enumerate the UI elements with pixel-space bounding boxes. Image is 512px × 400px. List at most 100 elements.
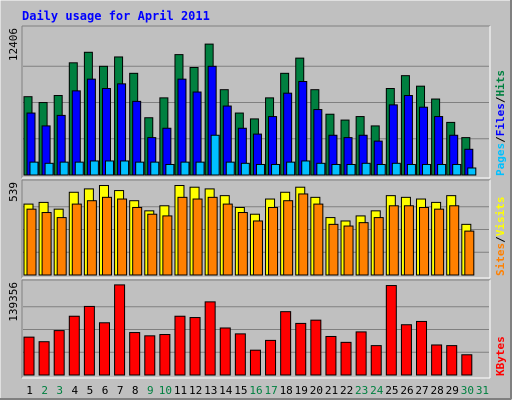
bar-sites-day-15 xyxy=(237,212,248,276)
bar-pages-day-18 xyxy=(286,161,296,176)
bar-sites-day-7 xyxy=(117,198,128,276)
bar-sites-day-14 xyxy=(222,203,233,276)
x-tick-day-11: 11 xyxy=(174,384,187,397)
bar-sites-day-13 xyxy=(207,196,218,276)
chart-panels: 12406Pages/Files/Hits539Sites/Visits1393… xyxy=(7,25,507,379)
bar-files-day-26 xyxy=(403,95,413,176)
bar-kbytes-day-6 xyxy=(98,322,110,376)
panel-middle: 539 Sites/Visits xyxy=(7,179,507,279)
x-tick-day-16: 16 xyxy=(249,384,262,397)
legend-entry-separator: / xyxy=(494,136,507,143)
bar-kbytes-day-15 xyxy=(234,333,246,376)
bar-pages-day-5 xyxy=(89,160,99,176)
legend-entry-files: Files xyxy=(494,103,507,136)
bar-pages-day-7 xyxy=(120,160,130,176)
bar-pages-day-16 xyxy=(255,163,265,176)
x-tick-day-20: 20 xyxy=(310,384,323,397)
bar-kbytes-day-19 xyxy=(295,322,307,376)
bar-kbytes-day-7 xyxy=(114,284,126,376)
bar-sites-day-30 xyxy=(464,230,475,276)
bar-pages-day-23 xyxy=(361,162,371,176)
x-tick-day-8: 8 xyxy=(132,384,139,397)
bar-pages-day-11 xyxy=(180,161,190,176)
x-tick-day-21: 21 xyxy=(325,384,338,397)
bar-kbytes-day-16 xyxy=(249,349,261,376)
bar-pages-day-19 xyxy=(301,160,311,176)
bar-kbytes-day-20 xyxy=(310,319,322,376)
x-tick-day-7: 7 xyxy=(117,384,124,397)
x-tick-day-4: 4 xyxy=(72,384,79,397)
bar-kbytes-day-28 xyxy=(431,344,443,376)
bar-sites-day-28 xyxy=(434,208,445,276)
x-tick-day-17: 17 xyxy=(264,384,277,397)
bar-sites-day-4 xyxy=(71,203,82,276)
bar-pages-day-12 xyxy=(195,161,205,176)
x-tick-day-13: 13 xyxy=(204,384,217,397)
panel-middle-legend: Sites/Visits xyxy=(494,197,507,277)
bar-kbytes-day-14 xyxy=(219,327,231,376)
panel-middle-max-label: 539 xyxy=(7,182,20,202)
bar-sites-day-27 xyxy=(419,206,430,276)
x-axis-labels: 1 2 3 4 5 6 7 8 9 10 11 12 13 14 15 16 17 18 19 20 21 22 23 24 2… xyxy=(26,384,489,397)
bar-kbytes-day-3 xyxy=(53,330,65,376)
bar-pages-day-6 xyxy=(104,160,114,176)
bar-kbytes-day-4 xyxy=(68,315,80,376)
bar-kbytes-day-25 xyxy=(385,285,397,376)
bar-pages-day-1 xyxy=(29,161,39,176)
bar-sites-day-9 xyxy=(147,213,158,276)
x-tick-day-6: 6 xyxy=(102,384,109,397)
bar-sites-day-11 xyxy=(177,196,188,276)
x-tick-day-28: 28 xyxy=(431,384,444,397)
bar-sites-day-1 xyxy=(26,208,37,276)
x-tick-day-18: 18 xyxy=(280,384,293,397)
x-tick-day-5: 5 xyxy=(87,384,94,397)
legend-entry-separator: / xyxy=(494,236,507,243)
x-tick-day-9: 9 xyxy=(147,384,154,397)
bar-kbytes-day-1 xyxy=(23,336,35,376)
bar-kbytes-day-27 xyxy=(416,320,428,376)
bar-kbytes-day-8 xyxy=(129,332,141,376)
bar-sites-day-23 xyxy=(358,222,369,276)
bar-kbytes-day-23 xyxy=(355,331,367,376)
bar-sites-day-25 xyxy=(388,205,399,276)
bar-sites-day-24 xyxy=(373,217,384,276)
legend-entry-visits: Visits xyxy=(494,197,507,237)
bar-sites-day-5 xyxy=(86,200,97,276)
bar-sites-day-8 xyxy=(132,206,143,276)
bar-pages-day-13 xyxy=(210,134,220,176)
bar-kbytes-day-24 xyxy=(370,345,382,376)
bar-kbytes-day-12 xyxy=(189,317,201,376)
bar-pages-day-25 xyxy=(391,162,401,176)
x-tick-day-19: 19 xyxy=(295,384,308,397)
x-tick-day-2: 2 xyxy=(41,384,48,397)
panel-bottom-legend: KBytes xyxy=(494,336,507,376)
legend-entry-hits: Hits xyxy=(494,70,507,97)
bar-pages-day-26 xyxy=(406,163,416,176)
x-tick-day-27: 27 xyxy=(415,384,428,397)
x-tick-day-22: 22 xyxy=(340,384,353,397)
bar-kbytes-day-22 xyxy=(340,341,352,376)
bar-pages-day-27 xyxy=(422,163,432,176)
bar-sites-day-16 xyxy=(252,220,263,276)
bar-kbytes-day-10 xyxy=(159,334,171,376)
bar-kbytes-day-13 xyxy=(204,301,216,376)
bar-kbytes-day-21 xyxy=(325,335,337,376)
x-tick-day-25: 25 xyxy=(385,384,398,397)
legend-entry-sites: Sites xyxy=(494,243,507,276)
bar-sites-day-22 xyxy=(343,225,354,276)
x-tick-day-24: 24 xyxy=(370,384,384,397)
bar-kbytes-day-9 xyxy=(144,335,156,376)
bar-pages-day-22 xyxy=(346,163,356,176)
bar-sites-day-3 xyxy=(56,217,67,276)
bar-pages-day-14 xyxy=(225,161,235,176)
panel-top-max-label: 12406 xyxy=(7,28,20,61)
bar-pages-day-24 xyxy=(376,163,386,176)
bar-kbytes-day-11 xyxy=(174,315,186,376)
legend-entry-separator: / xyxy=(494,96,507,103)
x-tick-day-10: 10 xyxy=(159,384,172,397)
bar-pages-day-28 xyxy=(437,163,447,176)
bar-sites-day-21 xyxy=(328,223,339,276)
bar-pages-day-9 xyxy=(150,161,160,176)
